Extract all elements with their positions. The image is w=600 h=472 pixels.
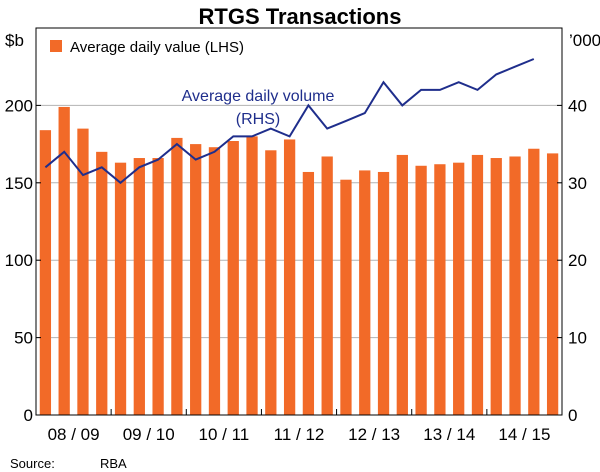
volume-line <box>44 58 535 185</box>
x-axis-ticks: 08 / 09 09 / 10 10 / 11 11 / 12 12 / 13 13 / … <box>48 409 550 444</box>
x-tick-label: 10 / 11 <box>198 425 249 444</box>
legend-swatch-value <box>50 40 62 52</box>
volume-label: Average daily volume <box>182 88 335 105</box>
bar <box>208 147 221 416</box>
bar <box>321 156 333 415</box>
bar <box>77 128 89 415</box>
bar <box>546 153 559 415</box>
bar <box>377 171 390 415</box>
right-axis-ticks: 0 10 20 30 40 <box>557 96 587 425</box>
bar <box>453 162 465 415</box>
bar <box>283 139 296 415</box>
bar <box>340 179 352 415</box>
right-tick-label: 0 <box>568 406 577 425</box>
chart-title: RTGS Transactions <box>199 4 402 29</box>
left-axis-unit: $b <box>5 31 24 50</box>
bar <box>396 154 408 415</box>
plot-frame <box>35 27 563 416</box>
bar-series <box>39 106 559 416</box>
right-tick-label: 30 <box>568 174 587 193</box>
right-axis-unit: ’000 <box>569 31 600 50</box>
bar <box>190 144 202 415</box>
bar <box>509 156 521 415</box>
bar <box>171 137 183 415</box>
bar <box>302 171 315 415</box>
bar <box>528 148 540 415</box>
x-tick-label: 14 / 15 <box>498 425 550 444</box>
x-tick-label: 12 / 13 <box>348 425 400 444</box>
right-tick-label: 10 <box>568 329 587 348</box>
source-label: Source: <box>10 456 55 471</box>
bar <box>152 158 164 416</box>
source-value: RBA <box>100 456 127 471</box>
volume-label-axis: (RHS) <box>236 111 280 128</box>
bar <box>133 158 145 416</box>
bar <box>471 154 484 415</box>
bar <box>434 164 446 415</box>
bar <box>490 158 502 416</box>
x-tick-label: 11 / 12 <box>274 425 325 444</box>
left-tick-label: 200 <box>5 96 33 115</box>
x-tick-label: 13 / 14 <box>423 425 475 444</box>
bar <box>246 136 258 416</box>
bar <box>114 162 127 415</box>
bar <box>265 150 277 416</box>
left-tick-label: 150 <box>5 174 33 193</box>
legend-label-value: Average daily value (LHS) <box>70 39 244 56</box>
right-tick-label: 20 <box>568 251 587 270</box>
left-tick-label: 50 <box>14 329 33 348</box>
bar <box>415 165 427 415</box>
left-tick-label: 100 <box>5 251 33 270</box>
left-tick-label: 0 <box>24 406 33 425</box>
bar <box>227 141 239 415</box>
right-tick-label: 40 <box>568 96 587 115</box>
x-tick-label: 09 / 10 <box>123 425 175 444</box>
bar <box>58 106 70 415</box>
legend: Average daily value (LHS) <box>50 39 244 56</box>
bar <box>359 170 371 415</box>
left-axis-ticks: 0 50 100 150 200 <box>5 96 41 425</box>
bar <box>39 130 52 415</box>
x-tick-label: 08 / 09 <box>48 425 100 444</box>
bar <box>96 151 108 415</box>
